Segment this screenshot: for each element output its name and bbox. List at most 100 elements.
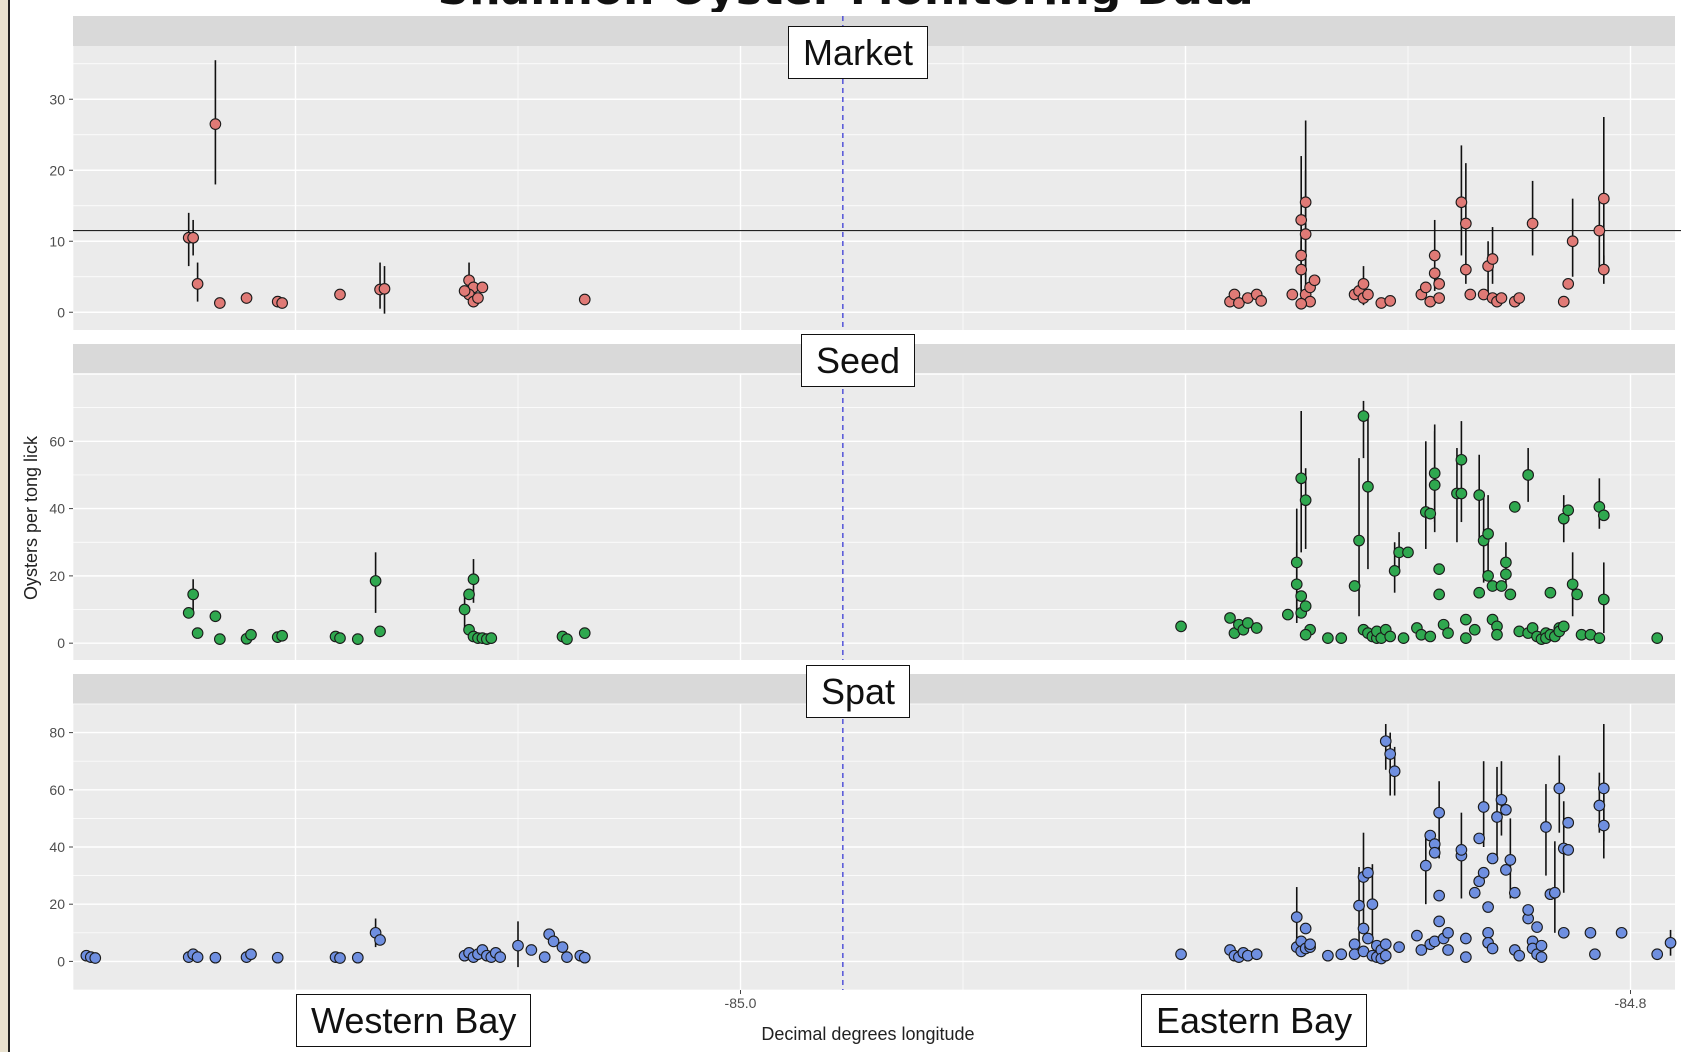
data-point [1482, 926, 1494, 939]
data-point [1491, 628, 1503, 641]
facet-label-spat: Spat [806, 665, 911, 719]
data-point [1290, 578, 1303, 591]
data-point [1424, 507, 1437, 520]
data-point [1589, 948, 1601, 961]
data-point [1593, 632, 1606, 644]
region-label-western-bay: Western Bay [296, 994, 532, 1048]
data-point [1566, 235, 1579, 248]
data-point [1290, 911, 1303, 923]
data-point [1308, 274, 1321, 287]
data-point [1304, 938, 1316, 951]
data-point [1295, 472, 1308, 485]
data-point [1290, 556, 1303, 569]
data-point [214, 633, 226, 645]
y-axis-label: Oysters per tong lick [21, 435, 41, 600]
data-point [1295, 249, 1308, 262]
data-point [271, 951, 284, 964]
data-point [1477, 801, 1490, 813]
data-point [1562, 504, 1575, 517]
data-point [1299, 600, 1312, 613]
data-point [1411, 929, 1423, 942]
data-point [1442, 926, 1454, 939]
data-point [1562, 816, 1575, 829]
data-point [1428, 846, 1441, 859]
data-point [1504, 588, 1517, 601]
data-point [182, 607, 195, 619]
data-point [467, 573, 480, 586]
data-point [1433, 278, 1445, 290]
data-point [1500, 864, 1512, 876]
data-point [1459, 613, 1472, 626]
data-point [1428, 249, 1441, 262]
x-tick-label: -84.8 [1615, 995, 1647, 1011]
data-point [1419, 281, 1432, 294]
data-point [1250, 622, 1263, 634]
data-point [240, 292, 253, 304]
data-point [1353, 534, 1365, 547]
data-point [1535, 951, 1548, 963]
data-point [1651, 948, 1664, 961]
data-point [187, 588, 199, 601]
data-point [1442, 944, 1454, 956]
data-point [1513, 949, 1526, 962]
data-point [1504, 854, 1517, 866]
data-point [1468, 886, 1481, 899]
data-point [1295, 590, 1308, 602]
data-point [1362, 866, 1374, 879]
data-point [1255, 295, 1267, 307]
data-point [245, 628, 257, 641]
data-point [1455, 453, 1468, 466]
data-point [1357, 278, 1370, 290]
data-point [1473, 489, 1486, 501]
data-point [1597, 509, 1610, 522]
data-point [1299, 196, 1312, 209]
data-point [1428, 467, 1441, 480]
data-point [1397, 632, 1410, 644]
y-tick-label: 20 [49, 568, 65, 584]
data-point [1357, 410, 1370, 422]
data-point [1388, 564, 1401, 577]
data-point [1553, 782, 1566, 795]
data-point [1651, 632, 1664, 644]
data-point [1597, 192, 1610, 205]
data-point [1500, 803, 1512, 816]
data-point [1486, 942, 1499, 955]
data-point [1482, 901, 1494, 913]
data-point [1562, 278, 1575, 290]
data-point [1241, 617, 1254, 629]
data-point [1571, 588, 1583, 601]
data-point [1295, 297, 1308, 310]
data-point [1495, 793, 1508, 806]
data-point [1477, 866, 1490, 879]
data-point [1388, 765, 1401, 778]
data-point [1482, 527, 1494, 540]
data-point [1348, 580, 1361, 592]
data-point [1593, 799, 1606, 812]
data-point [1455, 487, 1468, 500]
data-point [1495, 292, 1508, 304]
y-tick-label: 20 [49, 162, 65, 178]
data-point [1322, 949, 1334, 962]
data-point [1362, 932, 1374, 945]
data-point [1544, 586, 1557, 599]
data-point [1459, 951, 1472, 963]
data-point [1335, 632, 1348, 644]
data-point [1482, 570, 1494, 582]
data-point [191, 951, 204, 963]
data-point [1402, 546, 1414, 559]
data-point [1379, 735, 1392, 748]
data-point [1562, 844, 1575, 856]
data-point [1597, 593, 1610, 606]
data-point [561, 951, 573, 963]
data-point [1384, 630, 1397, 643]
data-point [378, 282, 391, 295]
data-point [1513, 292, 1526, 304]
data-point [245, 948, 257, 961]
data-point [578, 627, 591, 639]
data-point [351, 951, 364, 964]
data-point [276, 629, 289, 642]
data-point [1299, 628, 1312, 641]
data-point [334, 632, 346, 644]
data-point [1455, 844, 1468, 856]
y-tick-label: 10 [49, 233, 65, 249]
